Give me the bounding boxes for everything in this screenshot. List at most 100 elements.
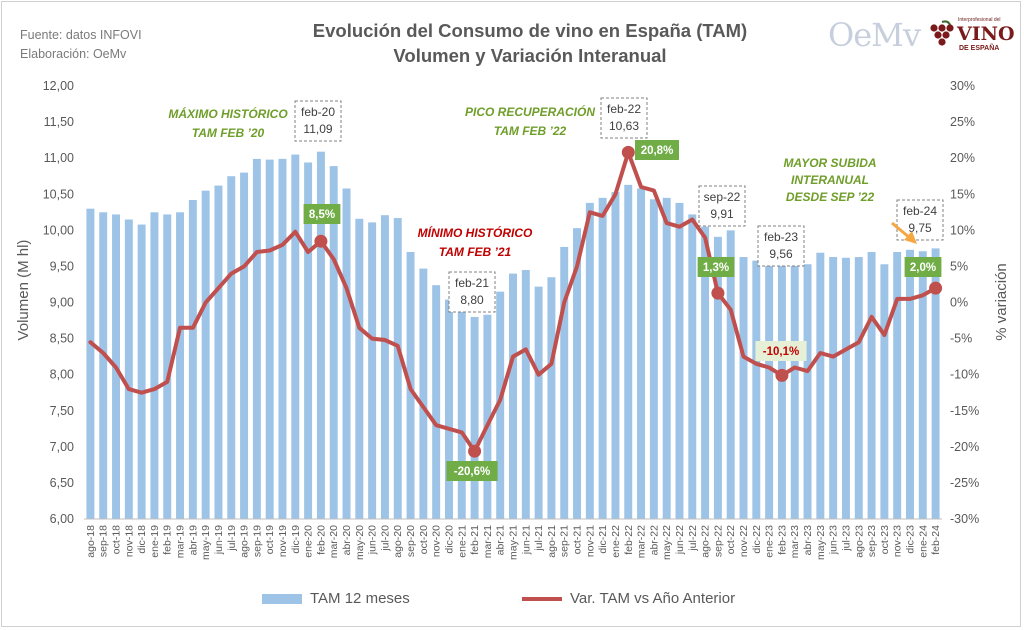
y2-tick-label: -25% [950, 476, 979, 490]
x-tick-label: oct-19 [264, 525, 276, 554]
legend-swatch-bars [262, 594, 302, 605]
bar-feb-21 [470, 316, 479, 519]
x-tick-label: may-20 [354, 525, 366, 560]
y-tick-label: 11,50 [44, 115, 74, 129]
y2-axis-ticks: -30% -25% -20% -15% -10% -5% 0% 5% 10% 15% 20% 25% 3… [950, 79, 979, 526]
vino-logo-big: VINO [957, 23, 1015, 45]
x-tick-label: oct-22 [725, 525, 737, 554]
oemv-logo: OeMv [828, 16, 921, 54]
y2-tick-label: -10% [950, 368, 979, 382]
x-tick-label: sep-23 [866, 525, 878, 557]
x-tick-label: ago-21 [546, 525, 558, 558]
value-box-label: feb-23 [764, 230, 798, 244]
vino-logo-small: Interprofesional del [958, 17, 1001, 23]
x-tick-label: jun-19 [213, 525, 225, 555]
bar-ago-21 [547, 277, 556, 519]
marker-feb-20 [314, 234, 328, 248]
bar-sep-22 [713, 236, 722, 519]
y2-tick-label: 30% [950, 79, 975, 93]
pct-badge-8,5% [303, 204, 341, 224]
x-tick-label: abr-19 [187, 525, 199, 556]
x-tick-label: feb-23 [776, 525, 788, 555]
bar-sep-23 [867, 251, 876, 520]
bar-dic-19 [291, 154, 300, 519]
bar-jun-20 [368, 222, 377, 519]
bar-nov-22 [739, 257, 748, 519]
x-axis-ticks: ago-18 sep-18 oct-18 nov-18 dic-18 ene-19 feb-… [85, 525, 942, 560]
bar-mar-21 [483, 314, 492, 519]
bar-mar-23 [790, 262, 799, 519]
bar-jun-21 [521, 270, 530, 519]
x-tick-label: may-21 [508, 525, 520, 560]
bar-nov-23 [893, 251, 902, 520]
y2-axis-label: % variación [993, 263, 1010, 341]
value-box-label: feb-20 [301, 105, 335, 119]
grapes-icon [930, 20, 954, 46]
x-tick-label: ene-24 [917, 525, 929, 558]
bar-jun-23 [829, 257, 838, 519]
x-tick-label: may-22 [661, 525, 673, 560]
x-tick-label: jul-21 [533, 525, 545, 552]
pct-badge--10,1% [755, 341, 807, 361]
line-markers [314, 145, 943, 458]
bar-feb-24 [931, 248, 940, 520]
y2-tick-label: 0% [950, 296, 968, 310]
x-tick-label: mar-23 [789, 525, 801, 558]
value-box-label: sep-22 [704, 190, 741, 204]
bar-sep-18 [99, 212, 108, 520]
bar-may-20 [355, 218, 364, 520]
bar-abr-20 [342, 188, 351, 520]
bar-ago-19 [240, 172, 249, 519]
value-box-value: 10,63 [609, 119, 639, 133]
x-tick-label: sep-19 [251, 525, 263, 557]
bar-ago-20 [393, 218, 402, 519]
bar-feb-23 [777, 262, 786, 519]
annotation-mayor-subida: MAYOR SUBIDA INTERANUAL DESDE SEP ’22 [783, 156, 876, 204]
x-tick-label: mar-19 [175, 525, 187, 558]
bar-may-22 [662, 197, 671, 520]
marker-feb-22 [621, 145, 635, 159]
bar-jun-22 [675, 202, 684, 519]
bar-mar-22 [637, 188, 646, 520]
y-tick-label: 12,00 [43, 79, 74, 93]
x-tick-label: dic-18 [136, 525, 148, 554]
bar-mar-20 [329, 166, 338, 519]
value-box-feb-23 [757, 225, 805, 267]
percent-labels: 8,5% -20,6% 20,8% 1,3% -10,1% 2,0% [303, 140, 942, 481]
bar-ago-18 [86, 208, 95, 519]
bar-may-21 [509, 273, 517, 519]
x-tick-label: oct-21 [572, 525, 584, 554]
y2-tick-label: 10% [950, 223, 975, 237]
bar-ene-22 [611, 192, 620, 519]
value-box-sep-22 [698, 185, 746, 227]
bar-oct-20 [419, 268, 428, 519]
credit-text: Elaboración: OeMv [20, 47, 127, 61]
bar-dic-20 [445, 299, 453, 519]
pct-label: 2,0% [910, 262, 936, 274]
x-tick-label: jun-22 [674, 525, 686, 555]
x-tick-label: may-23 [815, 525, 827, 560]
bar-dic-21 [598, 197, 607, 520]
x-tick-label: nov-22 [738, 525, 750, 557]
legend-item-bars: TAM 12 meses [262, 590, 410, 607]
bar-nov-21 [585, 202, 594, 519]
value-box-label: feb-21 [455, 276, 489, 290]
bar-nov-18 [124, 219, 133, 519]
arrow-shaft [891, 221, 911, 240]
bar-ene-21 [457, 306, 466, 519]
x-tick-label: feb-20 [315, 525, 327, 555]
bar-jul-23 [841, 257, 850, 519]
bar-may-19 [201, 190, 210, 519]
x-tick-label: sep-22 [712, 525, 724, 557]
x-tick-label: jul-20 [379, 525, 391, 552]
y-tick-label: 7,00 [50, 440, 74, 454]
marker-feb-24 [929, 281, 943, 295]
y-tick-label: 9,00 [50, 296, 74, 310]
x-tick-label: nov-21 [584, 525, 596, 557]
x-tick-label: dic-21 [597, 525, 609, 554]
pct-label: 1,3% [703, 262, 729, 274]
bar-nov-20 [432, 285, 441, 519]
pct-badge-2,0% [904, 257, 942, 277]
y-axis-ticks: 6,00 6,50 7,00 7,50 8,00 8,50 9,00 9,50 10,00 10,… [43, 79, 74, 526]
